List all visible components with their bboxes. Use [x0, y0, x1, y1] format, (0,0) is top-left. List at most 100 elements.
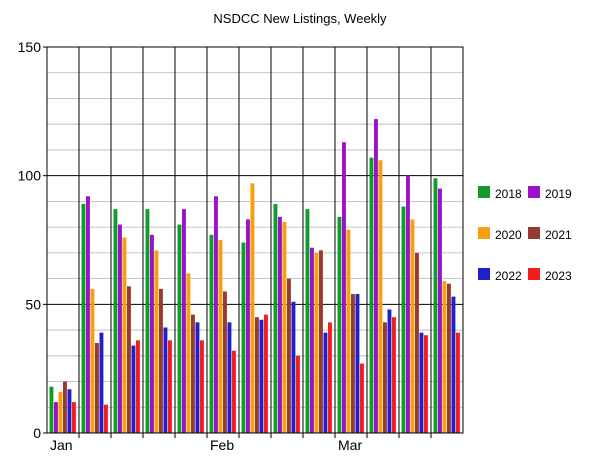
legend-label-2022: 2022: [495, 269, 522, 283]
bar-2021-week-9: [319, 250, 323, 433]
bar-2020-week-7: [250, 183, 255, 433]
bar-2019-week-1: [54, 402, 58, 433]
bar-2021-week-7: [255, 317, 259, 433]
bar-2022-week-5: [195, 322, 200, 433]
bar-2018-week-10: [337, 216, 342, 433]
bar-2018-week-8: [273, 203, 278, 433]
axes: [46, 46, 464, 434]
bar-2022-week-3: [131, 345, 136, 433]
bar-2020-week-5: [186, 273, 191, 433]
bar-2018-week-5: [177, 224, 182, 433]
bar-2022-week-8: [291, 301, 296, 433]
bar-2021-week-3: [127, 286, 131, 433]
bar-2023-week-6: [232, 350, 236, 433]
chart-title: NSDCC New Listings, Weekly: [213, 11, 387, 26]
legend-label-2018: 2018: [495, 187, 522, 201]
bar-2023-week-11: [392, 317, 396, 433]
bar-2023-week-1: [72, 402, 76, 433]
bar-2021-week-8: [287, 278, 291, 433]
bar-2022-week-2: [99, 332, 104, 433]
bar-2020-week-6: [218, 240, 223, 433]
legend-swatch-2020: [478, 227, 490, 239]
bars: [49, 119, 460, 434]
bar-2018-week-1: [49, 386, 54, 433]
y-tick-label: 150: [18, 39, 42, 55]
legend-label-2020: 2020: [495, 228, 522, 242]
bar-2018-week-12: [401, 206, 406, 433]
x-tick-label-feb: Feb: [210, 437, 234, 453]
bar-2021-week-12: [415, 252, 419, 433]
bar-2022-week-7: [259, 319, 264, 433]
bar-2020-week-2: [90, 288, 95, 433]
bar-2019-week-10: [342, 142, 346, 433]
bar-2019-week-11: [374, 119, 378, 434]
bar-2022-week-13: [451, 296, 456, 433]
y-tick-label: 50: [25, 296, 41, 312]
bar-2019-week-3: [118, 224, 122, 433]
bar-2019-week-13: [438, 188, 442, 433]
bar-2021-week-4: [159, 288, 163, 433]
legend-swatch-2019: [528, 186, 540, 198]
x-tick-label-jan: Jan: [50, 437, 73, 453]
bar-2023-week-9: [328, 322, 332, 433]
bar-2021-week-1: [63, 381, 67, 433]
plot-frame: [46, 46, 464, 434]
bar-2020-week-3: [122, 237, 127, 433]
bar-2018-week-11: [369, 157, 374, 433]
bar-2018-week-2: [81, 203, 86, 433]
bar-2022-week-9: [323, 332, 328, 433]
bar-2019-week-12: [406, 175, 410, 434]
bar-2023-week-4: [168, 340, 172, 433]
bar-2018-week-3: [113, 209, 118, 433]
bar-2020-week-4: [154, 250, 159, 433]
legend-swatch-2022: [478, 268, 490, 280]
x-tick-label-mar: Mar: [338, 437, 362, 453]
bar-2021-week-2: [95, 342, 99, 433]
x-axis-labels: Jan Feb Mar: [50, 437, 362, 453]
legend: 2018 2019 2020 2021 2022 2023: [478, 186, 572, 283]
bar-2021-week-10: [351, 294, 355, 433]
bar-2023-week-7: [264, 314, 268, 433]
bar-2022-week-1: [67, 389, 72, 433]
bar-2019-week-6: [214, 196, 218, 433]
bar-2023-week-8: [296, 355, 300, 433]
bar-2022-week-10: [355, 294, 360, 433]
bar-2018-week-4: [145, 209, 150, 433]
bar-2019-week-4: [150, 234, 154, 433]
bar-2020-week-10: [346, 229, 351, 433]
bar-2018-week-6: [209, 234, 214, 433]
legend-label-2021: 2021: [545, 228, 572, 242]
bar-2023-week-5: [200, 340, 204, 433]
bar-2023-week-13: [456, 332, 460, 433]
bar-2020-week-9: [314, 252, 319, 433]
bar-2021-week-5: [191, 314, 195, 433]
bar-2018-week-9: [305, 209, 310, 433]
bar-2023-week-12: [424, 335, 428, 433]
bar-2020-week-1: [58, 391, 63, 433]
y-tick-label: 100: [18, 168, 42, 184]
legend-label-2023: 2023: [545, 269, 572, 283]
bar-2021-week-6: [223, 291, 227, 433]
bar-2019-week-8: [278, 216, 282, 433]
legend-swatch-2021: [528, 227, 540, 239]
bar-2020-week-12: [410, 219, 415, 433]
bar-2018-week-13: [433, 178, 438, 433]
bar-2022-week-11: [387, 309, 392, 433]
bar-2023-week-10: [360, 363, 364, 433]
y-tick-label: 0: [33, 425, 41, 441]
bar-2021-week-11: [383, 322, 387, 433]
bar-2020-week-8: [282, 221, 287, 433]
bar-2020-week-13: [442, 281, 447, 433]
bar-2019-week-9: [310, 247, 314, 433]
bar-2023-week-2: [104, 404, 108, 433]
bar-2021-week-13: [447, 283, 451, 433]
legend-label-2019: 2019: [545, 187, 572, 201]
bar-2022-week-6: [227, 322, 232, 433]
bar-2019-week-7: [246, 219, 250, 433]
bar-2019-week-5: [182, 209, 186, 433]
legend-swatch-2018: [478, 186, 490, 198]
bar-2022-week-4: [163, 327, 168, 433]
bar-2020-week-11: [378, 160, 383, 434]
bar-2022-week-12: [419, 332, 424, 433]
